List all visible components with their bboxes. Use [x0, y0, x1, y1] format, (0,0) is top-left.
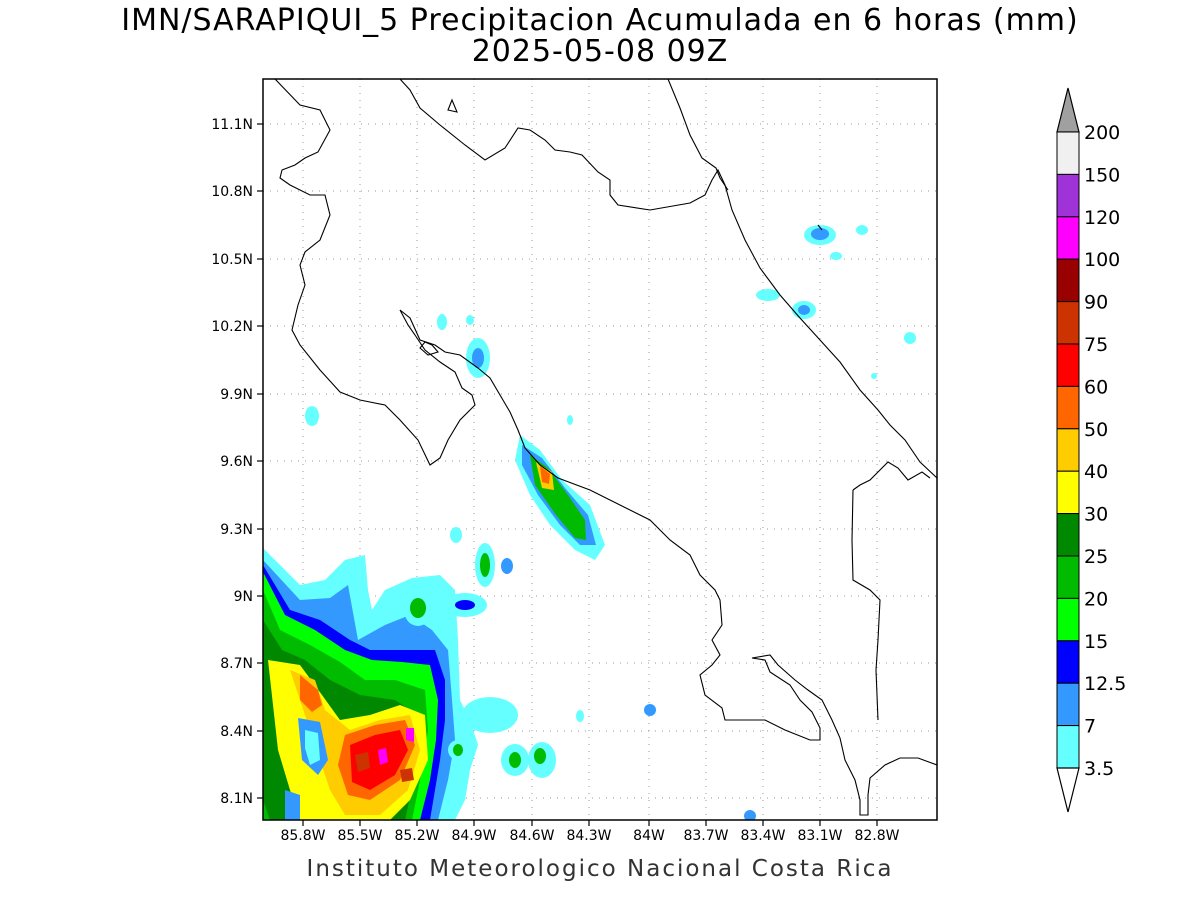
map-valid-time: 2025-05-08 09Z [471, 34, 729, 69]
lat-tick-label: 9.6N [220, 454, 253, 470]
colorbar-label: 75 [1084, 334, 1108, 356]
lon-tick-label: 83.4W [740, 828, 785, 844]
map-title: IMN/SARAPIQUI_5 Precipitacion Acumulada … [121, 3, 1079, 38]
lat-tick-label: 8.7N [220, 656, 253, 672]
lon-tick-label: 84.6W [509, 828, 554, 844]
colorbar-swatch [1056, 301, 1080, 345]
colorbar-swatch [1056, 513, 1080, 557]
colorbar-swatch [1056, 385, 1080, 430]
colorbar-swatch [1056, 640, 1080, 684]
colorbar-swatch [1056, 131, 1080, 175]
lon-tick-label: 85.2W [394, 828, 439, 844]
colorbar-swatch [1056, 343, 1080, 387]
lat-tick-label: 10.8N [211, 184, 253, 200]
lat-tick-label: 9.3N [220, 522, 253, 538]
precip-cells-northeast [756, 225, 916, 379]
lat-tick-label: 10.2N [211, 319, 253, 335]
lat-tick-label: 11.1N [211, 117, 253, 133]
colorbar-label: 120 [1084, 207, 1120, 229]
lon-tick-label: 84.3W [566, 828, 611, 844]
colorbar-swatch [1056, 216, 1080, 260]
colorbar-swatch [1056, 597, 1080, 642]
latitude-labels: 11.1N 10.8N 10.5N 10.2N 9.9N 9.6N 9.3N 9N 8.7N 8.… [211, 117, 263, 807]
colorbar-swatch [1056, 428, 1080, 472]
colorbar-bottom-arrow [1056, 767, 1080, 813]
lon-tick-label: 85.8W [280, 828, 325, 844]
lon-tick-label: 82.8W [854, 828, 899, 844]
colorbar-label: 3.5 [1084, 758, 1114, 780]
precipitation-field [263, 225, 916, 820]
precip-region-southwest [263, 548, 478, 820]
colorbar-label: 12.5 [1084, 673, 1126, 695]
colorbar-label: 7 [1084, 716, 1096, 738]
colorbar-label: 200 [1084, 122, 1120, 144]
colorbar-swatch [1056, 470, 1080, 515]
colorbar-swatch [1056, 258, 1080, 303]
map-frame [262, 78, 938, 821]
colorbar-label: 40 [1084, 461, 1108, 483]
map-gridlines [263, 79, 937, 820]
lon-tick-label: 84.9W [451, 828, 496, 844]
colorbar-swatch [1056, 682, 1080, 727]
colorbar-label: 90 [1084, 292, 1108, 314]
colorbar-swatch [1056, 555, 1080, 599]
lon-tick-label: 83.7W [683, 828, 728, 844]
lon-tick-label: 83.1W [797, 828, 842, 844]
colorbar-label: 20 [1084, 588, 1108, 610]
colorbar-label: 60 [1084, 376, 1108, 398]
lat-tick-label: 10.5N [211, 252, 253, 268]
colorbar-label: 15 [1084, 631, 1108, 653]
colorbar-label: 30 [1084, 504, 1108, 526]
colorbar-swatch [1056, 173, 1080, 218]
lon-tick-label: 85.5W [337, 828, 382, 844]
lat-tick-label: 8.4N [220, 724, 253, 740]
precip-cells-south [404, 527, 756, 820]
precip-cells-central [305, 314, 605, 560]
lat-tick-label: 8.1N [220, 791, 253, 807]
colorbar-top-arrow [1056, 87, 1080, 133]
lat-tick-label: 9N [234, 589, 253, 605]
colorbar-legend: 200 150 120 100 90 75 60 50 40 30 25 20 15 12.5 7 3.5 [1056, 87, 1126, 813]
longitude-labels: 85.8W 85.5W 85.2W 84.9W 84.6W 84.3W 84W 83.7W 83… [280, 820, 900, 844]
coastline [274, 79, 937, 816]
institution-credit: Instituto Meteorologico Nacional Costa R… [306, 856, 894, 882]
colorbar-swatch [1056, 725, 1080, 769]
lat-tick-label: 9.9N [220, 387, 253, 403]
colorbar-label: 150 [1084, 164, 1120, 186]
colorbar-label: 25 [1084, 546, 1108, 568]
lon-tick-label: 84W [633, 828, 665, 844]
colorbar-label: 100 [1084, 249, 1120, 271]
colorbar-label: 50 [1084, 419, 1108, 441]
